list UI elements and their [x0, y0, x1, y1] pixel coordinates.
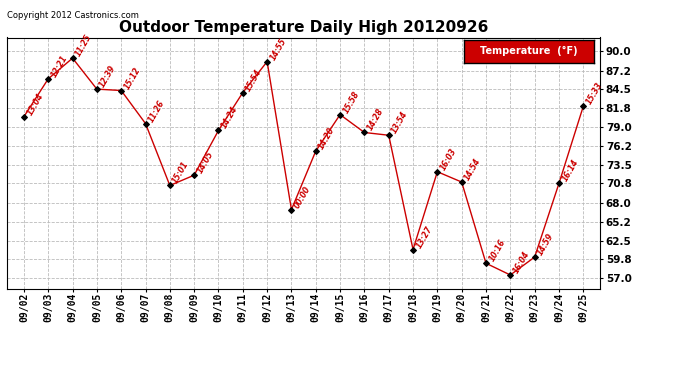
Point	[310, 148, 322, 154]
Text: 14:05: 14:05	[195, 150, 215, 175]
Point	[505, 272, 516, 278]
Text: 15:01: 15:01	[171, 160, 191, 186]
Point	[578, 104, 589, 110]
Text: 14:59: 14:59	[536, 232, 555, 257]
Text: Copyright 2012 Castronics.com: Copyright 2012 Castronics.com	[7, 11, 139, 20]
Point	[480, 260, 491, 266]
Point	[335, 112, 346, 118]
Text: 00:00: 00:00	[293, 184, 313, 210]
Point	[140, 120, 151, 126]
Text: 14:55: 14:55	[268, 36, 288, 62]
Text: 14:20: 14:20	[317, 126, 337, 151]
Text: 15:12: 15:12	[122, 65, 142, 90]
Text: 11:25: 11:25	[74, 33, 94, 58]
Text: 15:58: 15:58	[342, 89, 361, 115]
Point	[19, 114, 30, 120]
Point	[286, 207, 297, 213]
Point	[116, 87, 127, 93]
Point	[359, 129, 370, 135]
Text: 15:33: 15:33	[584, 81, 604, 106]
Text: 13:54: 13:54	[390, 110, 410, 135]
Text: 16:14: 16:14	[560, 158, 580, 183]
Text: 16:03: 16:03	[439, 147, 458, 172]
Text: 11:26: 11:26	[147, 98, 166, 123]
Text: 12:39: 12:39	[98, 64, 118, 89]
Text: 14:54: 14:54	[463, 157, 483, 182]
Text: 10:16: 10:16	[487, 238, 507, 263]
Point	[67, 55, 78, 61]
Point	[383, 132, 394, 138]
Text: 13:04: 13:04	[25, 92, 45, 117]
Text: 12:21: 12:21	[50, 54, 69, 79]
Point	[456, 179, 467, 185]
Point	[213, 128, 224, 134]
Text: 14:24: 14:24	[219, 105, 239, 130]
Text: 13:27: 13:27	[414, 224, 434, 249]
Text: 16:04: 16:04	[511, 250, 531, 275]
Text: 15:54: 15:54	[244, 67, 264, 93]
Point	[553, 180, 564, 186]
Point	[432, 169, 443, 175]
Title: Outdoor Temperature Daily High 20120926: Outdoor Temperature Daily High 20120926	[119, 20, 489, 35]
Point	[237, 90, 248, 96]
Point	[91, 86, 102, 92]
Point	[188, 172, 199, 178]
Point	[164, 183, 175, 189]
Point	[529, 254, 540, 260]
Point	[262, 58, 273, 64]
Point	[408, 246, 419, 252]
Point	[43, 76, 54, 82]
Text: 14:28: 14:28	[366, 107, 386, 132]
